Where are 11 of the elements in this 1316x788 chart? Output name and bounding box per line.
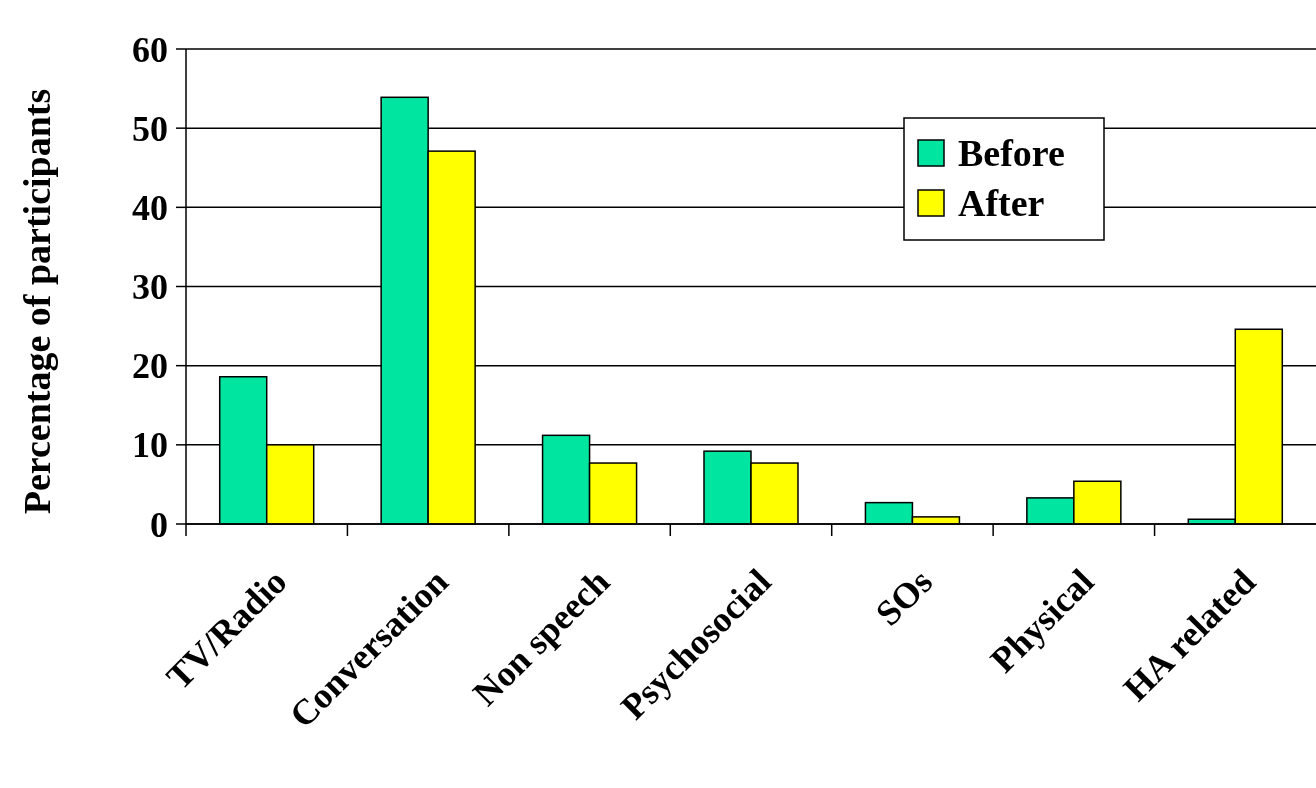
y-tick-label: 10 [132,425,168,466]
y-tick-label: 40 [132,187,168,228]
x-tick-label: SOs [867,561,941,634]
y-tick-label: 50 [132,108,168,149]
legend-label: Before [958,132,1065,175]
y-tick-label: 0 [150,504,168,545]
y-axis-title: Percentage of participants [16,88,58,515]
legend-label: After [958,182,1045,225]
y-tick-label: 20 [132,346,168,387]
y-tick-label: 60 [132,29,168,70]
y-tick-label: 30 [132,267,168,308]
